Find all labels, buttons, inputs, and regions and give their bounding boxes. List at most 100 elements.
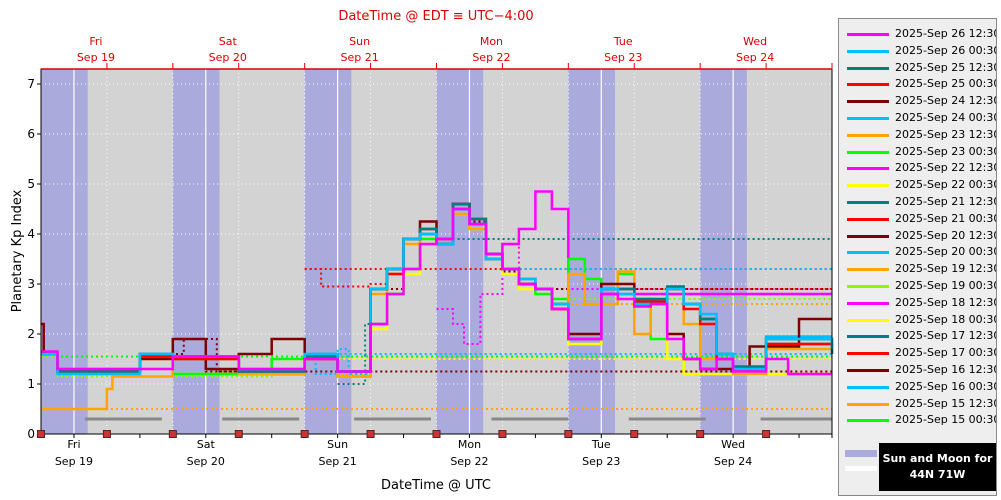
legend: 2025-Sep 26 12:30 2025-Sep 26 00:30 2025-S… xyxy=(838,18,997,496)
x-tick-label-date: Sep 22 xyxy=(450,455,488,468)
moon-marker xyxy=(630,430,639,438)
x-tick-label-day: Fri xyxy=(67,438,80,451)
x-axis-label: DateTime @ UTC xyxy=(381,478,491,493)
legend-entry: 2025-Sep 17 00:30 xyxy=(845,345,996,361)
top-tick-label-date: Sep 24 xyxy=(736,51,774,64)
series-line xyxy=(304,203,832,340)
legend-label: 2025-Sep 21 12:30 xyxy=(895,195,997,208)
legend-entry: 2025-Sep 17 12:30 xyxy=(845,328,997,344)
top-tick-label-date: Sep 23 xyxy=(604,51,642,64)
legend-entry: 2025-Sep 15 00:30 xyxy=(845,412,997,428)
legend-entry: 2025-Sep 23 00:30 xyxy=(845,144,996,160)
top-axis-title: DateTime @ EDT ≡ UTC−4:00 xyxy=(338,9,533,24)
legend-label: 2025-Sep 16 00:30 xyxy=(895,379,997,393)
legend-entry: 2025-Sep 19 00:30 xyxy=(845,278,997,294)
sun-moon-label: Sun and Moon for 44N 71W xyxy=(879,443,996,491)
legend-entry: 2025-Sep 18 12:30 xyxy=(845,295,996,311)
legend-label: 2025-Sep 22 12:30 xyxy=(895,161,997,175)
x-tick-label-date: Sep 21 xyxy=(319,455,357,468)
top-tick-label-day: Fri xyxy=(89,35,102,48)
legend-swatch xyxy=(847,285,889,288)
kp-chart: 0 1 2 3 4 5 6 7 Fri Sep 19 Sat Sep 20 Sun Sep 21 Mon Se… xyxy=(10,9,834,493)
legend-swatch xyxy=(847,335,889,339)
night-band xyxy=(304,69,352,434)
x-tick-label-date: Sep 19 xyxy=(55,455,93,468)
x-tick-label-date: Sep 20 xyxy=(187,455,225,468)
legend-label: 2025-Sep 17 12:30 xyxy=(895,329,997,343)
legend-entry: 2025-Sep 23 12:30 xyxy=(845,127,997,143)
moon-marker xyxy=(366,430,375,438)
legend-swatch xyxy=(847,184,889,188)
legend-entry: 2025-Sep 22 00:30 xyxy=(845,177,997,193)
legend-swatch xyxy=(847,268,889,272)
axes: 0 1 2 3 4 5 6 7 Fri Sep 19 Sat Sep 20 Sun Sep 21 Mon Se… xyxy=(27,35,833,468)
legend-swatch xyxy=(847,49,889,53)
series-lines xyxy=(41,190,834,411)
legend-label: 2025-Sep 18 00:30 xyxy=(895,312,997,326)
night-band xyxy=(700,69,747,434)
night-band xyxy=(568,69,616,434)
legend-entry: 2025-Sep 22 12:30 xyxy=(845,160,997,176)
legend-swatch xyxy=(847,234,889,238)
legend-swatch xyxy=(847,133,889,137)
legend-swatch xyxy=(847,419,889,423)
legend-entry: 2025-Sep 24 00:30 xyxy=(845,110,996,126)
legend-label: 2025-Sep 15 12:30 xyxy=(895,396,997,410)
legend-entry: 2025-Sep 21 12:30 xyxy=(845,194,997,210)
legend-entry: 2025-Sep 21 00:30 xyxy=(845,211,997,227)
y-tick-label: 0 xyxy=(27,427,35,441)
x-tick-label-day: Sun xyxy=(327,438,348,451)
legend-swatch xyxy=(847,402,889,406)
x-tick-label-day: Sat xyxy=(197,438,216,451)
legend-swatch xyxy=(847,167,889,171)
legend-label: 2025-Sep 19 00:30 xyxy=(895,279,997,292)
moon-marker xyxy=(564,430,573,438)
legend-label: 2025-Sep 22 00:30 xyxy=(895,178,997,192)
top-tick-label-date: Sep 19 xyxy=(77,51,115,64)
legend-label: 2025-Sep 16 12:30 xyxy=(895,363,997,376)
top-tick-label-day: Sun xyxy=(349,35,370,48)
legend-swatch xyxy=(847,251,889,255)
night-bands xyxy=(41,69,747,434)
legend-label: 2025-Sep 20 12:30 xyxy=(895,228,997,242)
top-tick-label-day: Tue xyxy=(613,35,633,48)
legend-entry: 2025-Sep 26 00:30 xyxy=(845,43,997,59)
axis-markers xyxy=(37,430,771,438)
moon-marker xyxy=(498,430,507,438)
moon-marker xyxy=(300,430,309,438)
legend-label: 2025-Sep 23 12:30 xyxy=(895,127,997,141)
legend-label: 2025-Sep 25 12:30 xyxy=(895,60,997,74)
top-tick-label-day: Sat xyxy=(219,35,238,48)
y-tick-label: 1 xyxy=(27,377,35,391)
y-tick-label: 2 xyxy=(27,327,35,341)
legend-entry: 2025-Sep 19 12:30 xyxy=(845,261,996,277)
legend-label: 2025-Sep 15 00:30 xyxy=(895,413,997,427)
legend-swatch xyxy=(847,33,889,36)
day-legend-swatch xyxy=(845,466,877,471)
y-tick-label: 4 xyxy=(27,227,35,241)
legend-swatch xyxy=(847,83,889,87)
legend-label: 2025-Sep 26 00:30 xyxy=(895,43,997,57)
sun-moon-label-line2: 44N 71W xyxy=(909,468,966,481)
legend-swatch xyxy=(847,201,889,204)
top-tick-label-day: Wed xyxy=(743,35,767,48)
legend-label: 2025-Sep 26 12:30 xyxy=(895,27,997,40)
moon-marker xyxy=(102,430,111,438)
legend-label: 2025-Sep 21 00:30 xyxy=(895,211,997,225)
legend-entry: 2025-Sep 25 00:30 xyxy=(845,76,996,92)
top-tick-label-day: Mon xyxy=(480,35,503,48)
legend-label: 2025-Sep 20 00:30 xyxy=(895,245,997,259)
x-tick-label-date: Sep 23 xyxy=(582,455,620,468)
y-tick-label: 7 xyxy=(27,77,35,91)
night-band xyxy=(172,69,220,434)
moon-marker xyxy=(696,430,705,438)
top-tick-label-date: Sep 22 xyxy=(472,51,510,64)
legend-swatch xyxy=(847,318,889,322)
night-band xyxy=(41,69,88,434)
legend-swatch xyxy=(847,100,889,104)
y-axis-label: Planetary Kp Index xyxy=(10,189,25,312)
legend-entry: 2025-Sep 26 12:30 xyxy=(845,26,997,42)
legend-entry: 2025-Sep 15 12:30 xyxy=(845,396,997,412)
y-tick-label: 6 xyxy=(27,127,35,141)
x-tick-label-day: Tue xyxy=(591,438,611,451)
